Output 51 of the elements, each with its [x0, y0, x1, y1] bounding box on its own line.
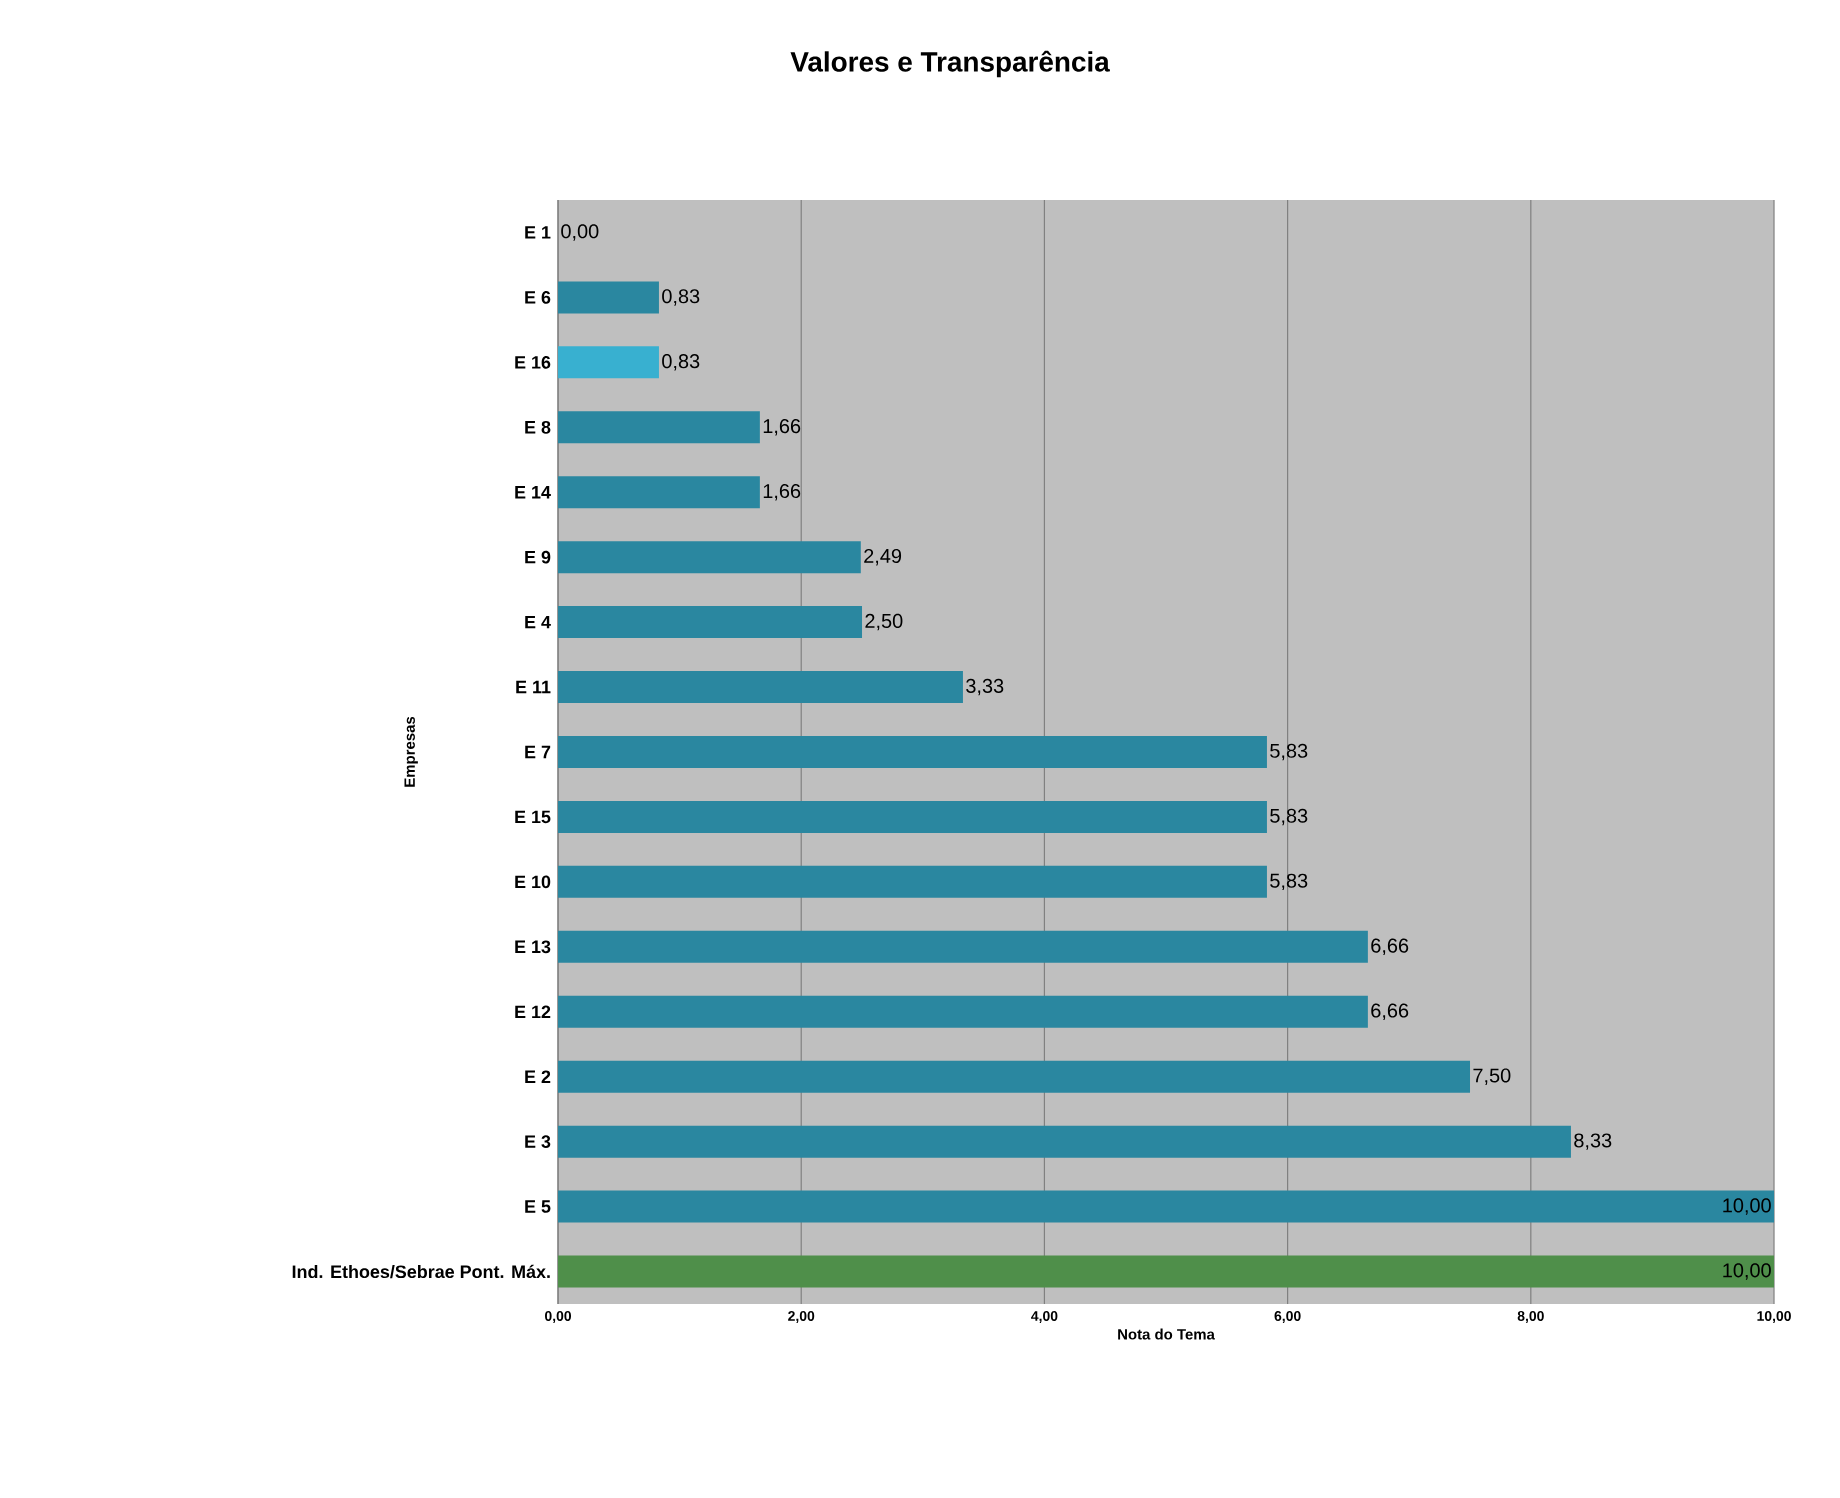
y-tick-label: E 10: [515, 875, 551, 889]
y-tick-label: E 14: [515, 486, 551, 499]
y-tick-label: E 8: [525, 420, 551, 434]
data-label: 7,50: [1473, 1068, 1511, 1085]
data-label: 5,83: [1270, 808, 1308, 826]
bar: [558, 995, 1368, 1028]
data-label: 2,49: [864, 548, 902, 566]
bar: [558, 735, 1267, 768]
data-label: 3,33: [966, 678, 1004, 696]
bar: [558, 671, 963, 704]
data-label: 0,83: [662, 289, 700, 306]
data-label: 1,66: [763, 419, 801, 436]
y-tick-label: E 1: [525, 226, 551, 239]
chart-title: Valores e Transparência: [790, 50, 1110, 78]
bar: [558, 1060, 1471, 1093]
data-label: 0,83: [662, 354, 700, 371]
bar: [558, 1190, 1775, 1223]
bar: [558, 1255, 1775, 1288]
bar: [558, 1125, 1571, 1158]
bar: [558, 281, 659, 314]
y-tick-label: E 3: [525, 1135, 551, 1148]
y-tick-label: E 9: [525, 550, 551, 564]
bar: [558, 411, 760, 444]
bar: [558, 606, 863, 639]
bar: [558, 346, 659, 379]
y-tick-label: E 11: [516, 680, 551, 694]
y-tick-label: Ind. Ethoes/Sebrae Pont. Máx.: [292, 1264, 550, 1279]
bar: [558, 800, 1267, 833]
y-tick-label: E 2: [525, 1070, 551, 1083]
data-label: 10,00: [1723, 1263, 1771, 1280]
data-label: 8,33: [1574, 1133, 1612, 1150]
y-tick-label: E 4: [525, 615, 551, 629]
data-label: 5,83: [1270, 743, 1308, 761]
data-label: 6,66: [1371, 1003, 1409, 1020]
data-label: 10,00: [1723, 1198, 1771, 1215]
data-label: 1,66: [763, 483, 801, 501]
data-label: 2,50: [865, 613, 903, 631]
bar: [558, 541, 861, 574]
bar: [558, 865, 1267, 898]
bar: [558, 476, 760, 509]
y-tick-label: E 13: [515, 940, 551, 954]
y-tick-label: E 5: [525, 1200, 551, 1213]
y-tick-label: E 16: [515, 355, 551, 369]
data-label: 6,66: [1371, 938, 1409, 956]
y-tick-label: E 12: [515, 1005, 551, 1019]
data-label: 0,00: [561, 224, 599, 241]
y-tick-label: E 15: [515, 810, 551, 824]
y-tick-label: E 7: [525, 745, 551, 759]
y-tick-label: E 6: [525, 291, 551, 304]
bar: [558, 930, 1368, 963]
data-label: 5,83: [1270, 873, 1308, 891]
